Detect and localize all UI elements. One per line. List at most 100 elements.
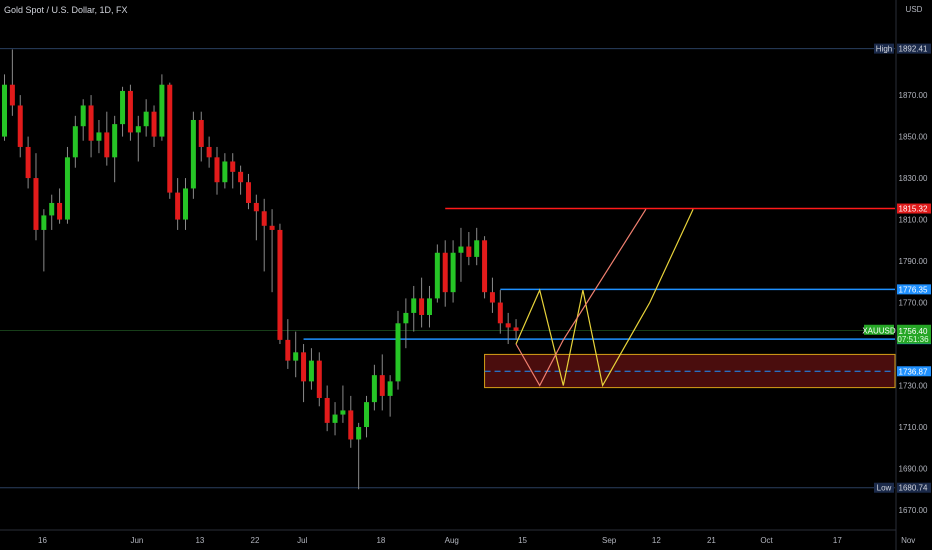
candle-body — [183, 188, 189, 220]
high-label: High — [874, 43, 894, 54]
x-tick-label: 17 — [833, 536, 842, 545]
candle — [2, 74, 7, 141]
candle — [41, 209, 47, 272]
candle — [190, 111, 196, 199]
high-label-text: High — [876, 45, 892, 54]
candle — [198, 111, 204, 162]
candle-body — [411, 298, 417, 313]
candle-body — [190, 119, 196, 189]
price-tag-text: 1815.32 — [899, 205, 928, 214]
candle — [403, 298, 409, 349]
candle — [332, 402, 338, 436]
price-axis: USD 1870.00 1850.00 1830.00 1810.00 1790.00 17… — [862, 5, 931, 515]
candle — [127, 84, 133, 141]
candle — [25, 136, 31, 189]
low-label: Low — [874, 482, 894, 493]
candle-body — [112, 124, 118, 158]
candle — [214, 146, 220, 195]
candle-body — [379, 375, 385, 396]
candle — [57, 188, 63, 224]
y-tick-label: 1710.00 — [899, 423, 928, 432]
candle — [395, 310, 401, 390]
candle-body — [261, 211, 267, 226]
candle — [72, 115, 78, 168]
grid-layer — [0, 0, 897, 550]
candle — [474, 227, 480, 266]
candle-body — [466, 246, 472, 257]
candle-body — [458, 246, 464, 253]
price-tag-bg — [897, 366, 931, 377]
candle — [419, 277, 425, 328]
candle-body — [371, 375, 377, 403]
y-tick-label: 1830.00 — [899, 174, 928, 183]
symbol-tag-bg — [864, 324, 894, 335]
y-tick-label: 1770.00 — [899, 299, 928, 308]
candle-body — [198, 119, 204, 147]
candle-body — [41, 215, 47, 230]
candle — [64, 146, 70, 224]
candle-body — [230, 161, 236, 172]
low-label-bg — [874, 482, 894, 493]
candle — [222, 153, 228, 189]
y-tick-label: 1790.00 — [899, 257, 928, 266]
candle — [387, 375, 393, 417]
projection-path-salmon — [515, 208, 647, 387]
candle — [49, 194, 55, 230]
candle — [466, 232, 472, 266]
price-tag: 1776.35 — [897, 284, 931, 295]
candle — [143, 99, 149, 137]
candle — [269, 209, 275, 293]
x-tick-label: Jul — [297, 536, 307, 545]
candle — [253, 194, 259, 241]
x-tick-label: 15 — [518, 536, 527, 545]
candle — [112, 115, 118, 183]
current-price-text: 1756.40 — [899, 327, 928, 336]
price-tag-text: 1776.35 — [899, 285, 928, 294]
current-price-bg — [897, 324, 931, 344]
x-tick-label: 13 — [195, 536, 204, 545]
candle-body — [143, 111, 149, 127]
candle-body — [269, 225, 275, 230]
candle-layer — [2, 49, 519, 490]
candle — [245, 173, 251, 210]
candle — [324, 385, 330, 432]
x-tick-label: 16 — [38, 536, 47, 545]
x-tick-label: Nov — [901, 536, 915, 545]
candle — [293, 331, 299, 378]
candle — [104, 111, 110, 166]
candle-body — [64, 157, 70, 220]
candle — [505, 312, 511, 345]
price-tag-bg — [897, 203, 931, 214]
y-tick-label: 1850.00 — [899, 133, 928, 142]
candle-body — [293, 352, 299, 361]
candle-body — [513, 327, 519, 331]
projection-layer — [515, 208, 694, 388]
candle — [151, 105, 157, 147]
price-tag: 1736.87 — [897, 366, 931, 377]
candle — [167, 82, 173, 199]
candle-body — [489, 292, 495, 303]
candle-body — [33, 178, 39, 230]
candle-body — [127, 90, 133, 133]
candle — [442, 240, 448, 307]
candle-body — [340, 410, 346, 415]
candle — [238, 165, 244, 195]
symbol-tag: XAUUSD — [862, 324, 896, 335]
candle — [482, 236, 488, 299]
candle — [135, 115, 141, 162]
candle-body — [316, 360, 322, 398]
candle-body — [135, 126, 141, 133]
candle — [364, 395, 370, 438]
candle-body — [324, 397, 330, 423]
candle — [17, 95, 23, 158]
price-tag: 1892.41 — [897, 43, 931, 54]
price-tag: 1815.32 — [897, 203, 931, 214]
y-tick-label: 1870.00 — [899, 91, 928, 100]
candle — [434, 244, 440, 303]
candle-body — [104, 132, 110, 158]
candle-body — [387, 381, 393, 396]
price-tag-text: 1736.87 — [899, 367, 928, 376]
price-tag-text: 1680.74 — [899, 484, 928, 493]
candle-body — [332, 414, 338, 423]
